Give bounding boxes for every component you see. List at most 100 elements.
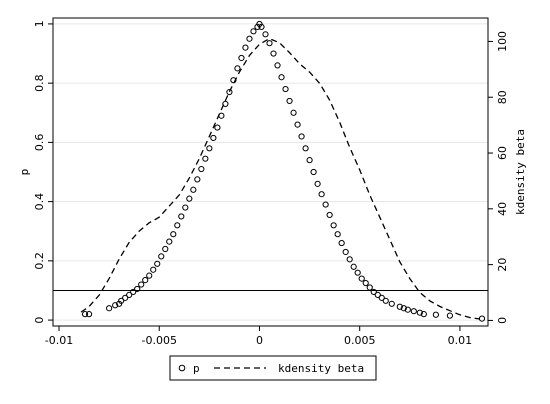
point-p-62	[342, 248, 349, 256]
y-left-tick-label-2: 0.4	[33, 193, 46, 211]
legend-label-kdensity: kdensity beta	[278, 362, 364, 375]
point-p-20	[178, 213, 185, 220]
point-p-80	[432, 311, 439, 318]
y-left-tick-label-3: 0.6	[33, 134, 46, 152]
y-left-tick-label-1: 0.2	[33, 252, 46, 270]
point-p-37	[246, 35, 253, 42]
gridlines	[53, 23, 488, 321]
point-p-25	[198, 165, 205, 173]
point-p-53	[306, 157, 313, 164]
y-left-tick-label-5: 1	[33, 20, 46, 27]
point-p-78	[416, 309, 423, 316]
point-p-10	[138, 281, 145, 288]
point-p-81	[446, 312, 454, 319]
axes: -0.01 -0.005 0 0.005 0.01 0 0.2 0.4 0.6 0.8 1 0 20 40…	[33, 20, 509, 347]
legend: p kdensity beta	[169, 355, 377, 381]
point-p-8	[130, 288, 137, 296]
point-p-69	[370, 288, 377, 296]
point-p-38	[250, 28, 257, 35]
point-p-18	[170, 231, 177, 238]
point-p-9	[134, 285, 141, 293]
point-p-59	[330, 222, 337, 229]
point-p-1	[85, 311, 93, 318]
point-p-16	[162, 245, 169, 253]
point-p-72	[382, 297, 389, 304]
point-p-44	[270, 50, 277, 57]
point-p-15	[158, 253, 165, 260]
x-tick-label-1: -0.005	[142, 334, 177, 347]
point-p-51	[298, 133, 305, 140]
point-p-48	[286, 97, 293, 105]
point-p-54	[310, 168, 317, 176]
point-p-64	[350, 263, 357, 270]
point-p-7	[126, 291, 133, 299]
point-p-26	[202, 155, 209, 162]
point-p-13	[150, 266, 157, 273]
point-p-77	[410, 308, 417, 315]
y-right-tick-label-2: 40	[496, 202, 509, 216]
point-p-57	[322, 201, 329, 208]
point-p-71	[378, 294, 385, 301]
point-p-5	[118, 297, 125, 304]
point-p-32	[226, 88, 233, 96]
point-p-56	[318, 191, 325, 198]
point-p-60	[334, 231, 341, 238]
point-p-66	[358, 275, 365, 282]
point-p-28	[210, 134, 217, 142]
legend-label-p: p	[193, 362, 200, 375]
point-p-34	[234, 65, 241, 72]
point-p-76	[404, 306, 411, 313]
point-p-55	[314, 180, 321, 187]
point-p-74	[396, 303, 403, 310]
x-tick-label-0: -0.01	[45, 334, 73, 347]
point-p-61	[338, 239, 345, 247]
point-p-29	[214, 124, 221, 131]
legend-box	[169, 355, 377, 381]
x-tick-label-4: 0.01	[448, 334, 473, 347]
point-p-75	[400, 305, 407, 312]
point-p-6	[122, 294, 129, 301]
y-right-tick-label-4: 80	[496, 90, 509, 104]
point-p-47	[282, 85, 289, 93]
x-tick-label-3: 0.005	[344, 334, 376, 347]
point-p-33	[230, 77, 237, 84]
point-p-14	[154, 260, 161, 267]
point-p-35	[238, 54, 245, 62]
point-p-50	[294, 121, 301, 128]
point-p-42	[262, 31, 269, 38]
legend-marker-p	[178, 364, 186, 372]
point-p-58	[326, 211, 333, 219]
point-p-22	[186, 195, 193, 202]
point-p-65	[354, 269, 361, 276]
y-left-tick-label-4: 0.8	[33, 74, 46, 92]
point-p-12	[146, 272, 153, 279]
point-p-67	[362, 279, 369, 287]
y-axis-right-title: kdensity beta	[514, 129, 527, 215]
point-p-63	[346, 256, 353, 263]
point-p-27	[206, 145, 213, 152]
point-p-36	[242, 44, 249, 51]
point-p-24	[194, 176, 201, 183]
plot-series	[53, 20, 488, 322]
y-right-tick-label-1: 20	[496, 258, 509, 272]
y-left-tick-label-0: 0	[33, 317, 46, 324]
point-p-73	[388, 300, 395, 307]
point-p-46	[278, 74, 285, 81]
point-p-2	[106, 305, 113, 312]
y-right-tick-label-5: 100	[496, 31, 509, 52]
plot-frame	[52, 17, 489, 327]
point-p-17	[166, 238, 173, 245]
point-p-49	[290, 109, 297, 116]
y-right-tick-label-3: 60	[496, 146, 509, 160]
point-p-52	[302, 145, 309, 152]
point-p-11	[142, 276, 149, 284]
point-p-0	[81, 311, 89, 318]
y-axis-left-title: p	[18, 169, 31, 176]
point-p-43	[266, 40, 273, 47]
point-p-21	[182, 204, 189, 211]
point-p-79	[420, 311, 427, 318]
point-p-3	[112, 302, 119, 309]
point-p-45	[274, 62, 281, 69]
